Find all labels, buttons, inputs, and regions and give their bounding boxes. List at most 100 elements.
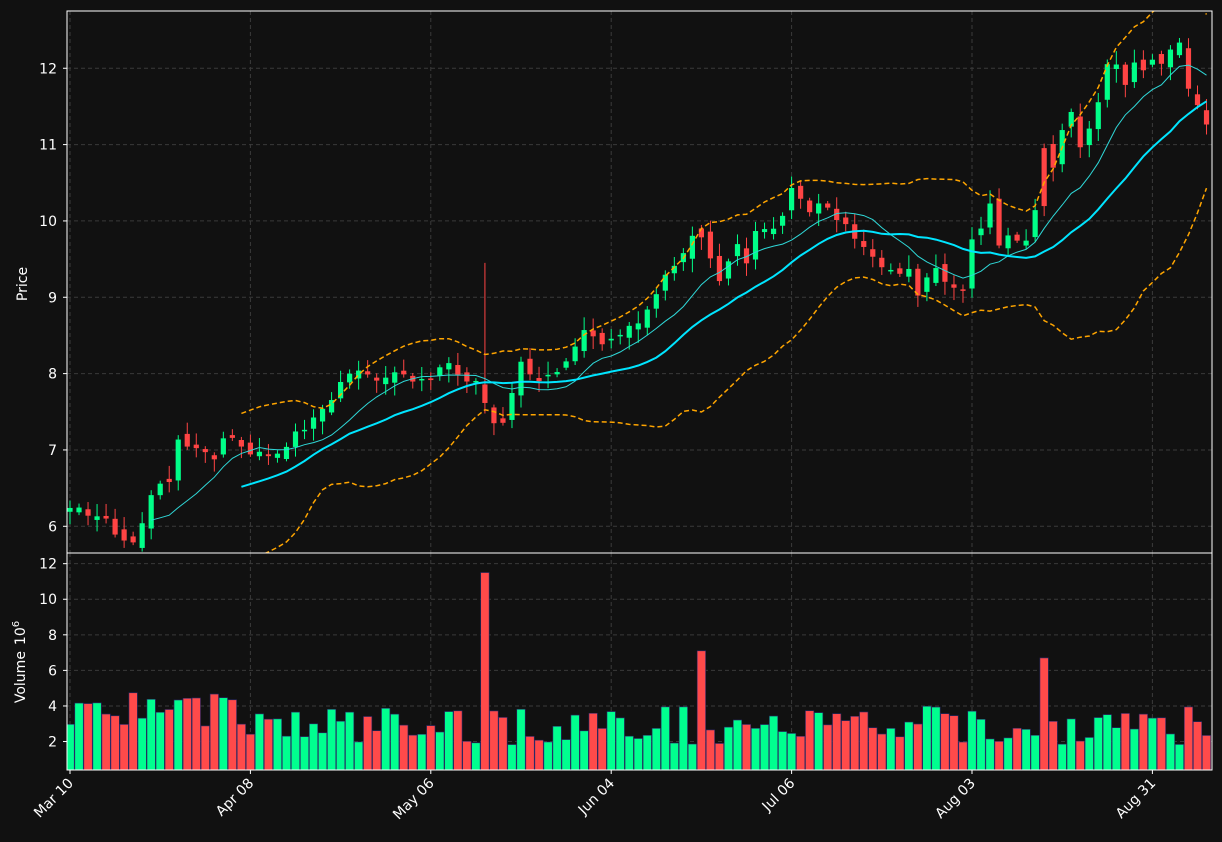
volume-bar (1120, 713, 1130, 770)
volume-bar (462, 740, 472, 770)
candle-body (816, 203, 822, 214)
candle-body (843, 217, 849, 225)
candle-body (509, 393, 515, 420)
candle-body (689, 235, 695, 259)
candle-body (1122, 64, 1128, 85)
volume-bar (191, 697, 201, 770)
volume-bar (904, 721, 914, 770)
volume-bar (994, 741, 1004, 770)
price-tick-label: 7 (48, 443, 57, 459)
candle-body (1041, 148, 1047, 207)
volume-bar (1039, 657, 1049, 770)
candle-body (897, 268, 903, 274)
price-tick-label: 11 (39, 138, 57, 154)
candle-body (770, 228, 777, 235)
candles (67, 37, 1210, 552)
volume-bar (381, 707, 391, 770)
candle-body (437, 367, 443, 377)
candle-body (401, 370, 407, 375)
volume-axis-label-base: 10 (13, 627, 29, 645)
volume-bar (552, 725, 562, 770)
candle-body (121, 529, 127, 541)
volume-bar (525, 736, 535, 770)
candle-body (202, 449, 208, 453)
price-frame (66, 10, 1213, 554)
volume-bar (263, 718, 273, 770)
price-axis-label: Price (15, 267, 31, 301)
volume-bar (922, 705, 932, 770)
volume-bar (805, 710, 815, 770)
candle-body (536, 378, 542, 382)
volume-bar (480, 572, 490, 770)
volume-bar (345, 711, 355, 770)
candle-body (752, 231, 759, 260)
volume-bar (570, 714, 580, 770)
volume-axis-label: Volume 106 (11, 621, 29, 703)
band-upper-line (241, 11, 1208, 415)
volume-bar (1183, 706, 1193, 770)
volume-bar (823, 724, 833, 770)
volume-bar (254, 713, 264, 770)
volume-bar (534, 739, 544, 770)
candle-body (274, 453, 281, 458)
volume-bar (354, 741, 364, 770)
candle-body (960, 289, 966, 291)
volume-bar (741, 724, 751, 770)
candle-body (392, 372, 398, 383)
candle-body (1203, 110, 1210, 125)
volume-bar (399, 724, 409, 770)
volume-bar (895, 736, 905, 770)
volume-bar (1156, 717, 1166, 770)
candle-body (996, 198, 1002, 246)
volume-bar (110, 715, 120, 770)
candle-body (789, 187, 795, 211)
candle-body (1194, 94, 1201, 106)
volume-bar (146, 698, 156, 770)
candle-body (1068, 111, 1074, 127)
candle-body (157, 483, 163, 496)
volume-bar (435, 731, 445, 770)
candle-body (581, 330, 587, 352)
candle-body (933, 268, 939, 283)
volume-bar (769, 715, 779, 770)
candle-body (292, 431, 299, 447)
volume-bar (74, 702, 84, 770)
volume-bar (859, 711, 869, 770)
candle-body (527, 358, 533, 375)
candle-body (247, 442, 253, 455)
candle-body (518, 361, 524, 396)
volume-bar (1048, 720, 1058, 770)
candle-body (635, 323, 641, 330)
volume-bar (778, 731, 788, 770)
volume-bar (300, 736, 310, 770)
volume-bar (245, 733, 255, 770)
candle-body (915, 268, 921, 296)
volume-bar (967, 710, 977, 770)
volume-bar (498, 717, 508, 770)
volume-bar (227, 699, 237, 770)
candle-body (563, 361, 569, 368)
x-tick-label: Jul 06 (759, 775, 799, 815)
volume-bar (850, 716, 860, 770)
candle-body (500, 418, 506, 423)
x-tick-label: Mar 10 (31, 776, 77, 822)
volume-bar (137, 717, 147, 770)
candle-body (374, 377, 380, 381)
price-tick-label: 6 (48, 519, 57, 535)
volume-tick-label: 8 (48, 628, 57, 644)
volume-bar (417, 733, 427, 770)
volume-bar (444, 711, 454, 770)
volume-bar (489, 710, 499, 770)
volume-bar (236, 723, 246, 770)
candle-body (707, 231, 714, 259)
volume-tick-label: 10 (39, 592, 57, 608)
candle-body (229, 435, 235, 438)
volume-bar (814, 712, 824, 770)
candle-body (328, 400, 335, 413)
candle-body (879, 257, 885, 268)
candle-body (1176, 42, 1183, 56)
volume-bar (669, 742, 679, 770)
candle-body (644, 309, 650, 328)
candle-body (446, 363, 452, 370)
